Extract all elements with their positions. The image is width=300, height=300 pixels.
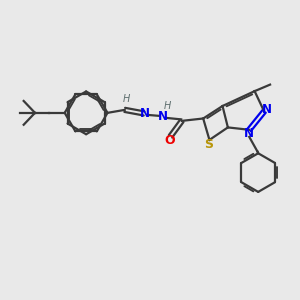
Text: S: S	[204, 138, 213, 151]
Text: N: N	[158, 110, 168, 123]
Text: H: H	[164, 101, 172, 111]
Text: N: N	[140, 107, 150, 120]
Text: O: O	[165, 134, 175, 147]
Text: N: N	[244, 128, 254, 140]
Text: N: N	[262, 103, 272, 116]
Text: H: H	[122, 94, 130, 104]
